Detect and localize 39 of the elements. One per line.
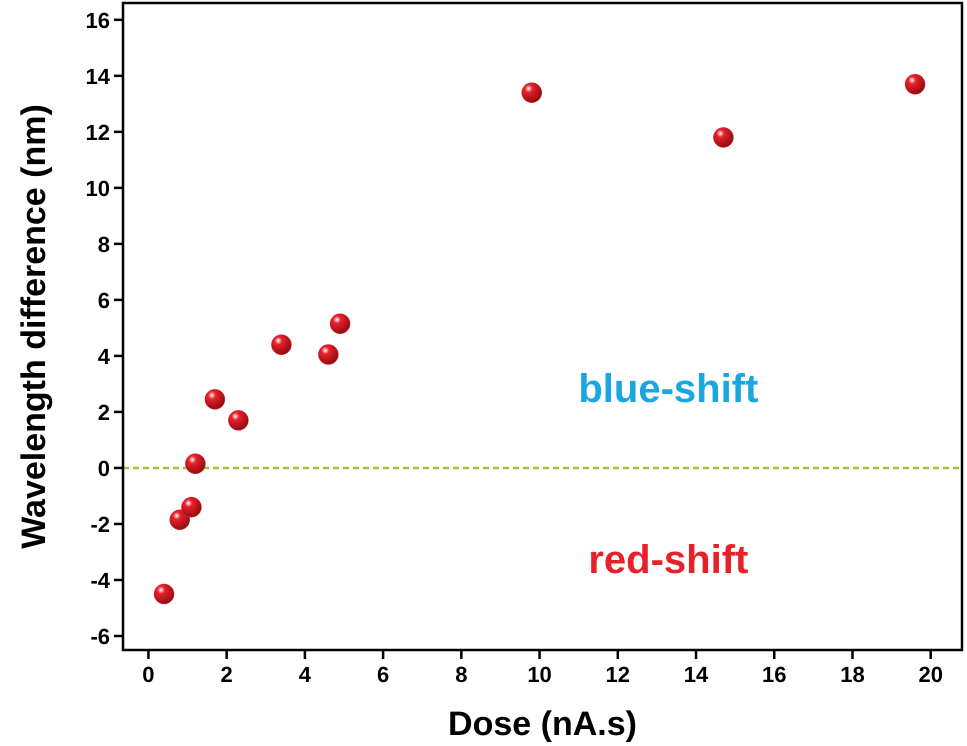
point — [713, 127, 734, 148]
point — [904, 74, 926, 94]
point — [169, 510, 190, 530]
y-tick-label: -4 — [90, 568, 111, 593]
y-tick-label: 12 — [86, 120, 110, 145]
x-tick-label: 18 — [840, 662, 865, 687]
y-axis-title: Wavelength difference (nm) — [15, 104, 53, 549]
y-tick-label: 16 — [86, 8, 110, 33]
point — [204, 389, 226, 410]
x-tick-label: 2 — [220, 662, 233, 687]
point — [185, 453, 206, 474]
y-tick-label: 14 — [86, 64, 111, 89]
point — [318, 344, 339, 365]
y-tick-label: 0 — [98, 456, 110, 481]
x-tick-label: 16 — [762, 662, 786, 687]
x-tick-label: 6 — [376, 662, 390, 687]
y-tick-label: 4 — [98, 344, 111, 369]
y-tick-label: 10 — [86, 176, 110, 201]
x-tick-label: 8 — [455, 662, 468, 687]
point — [521, 82, 542, 103]
point — [154, 584, 174, 604]
annotation: blue-shift — [578, 366, 758, 411]
point — [228, 410, 249, 431]
y-tick-label: 2 — [98, 400, 110, 425]
y-tick-label: -2 — [90, 512, 110, 537]
y-tick-label: -6 — [90, 624, 110, 649]
x-tick-label: 0 — [142, 662, 155, 687]
annotation: red-shift — [588, 538, 748, 582]
point — [330, 313, 350, 334]
x-tick-label: 4 — [298, 662, 312, 687]
x-tick-label: 10 — [527, 662, 552, 687]
point — [271, 334, 292, 355]
x-tick-label: 14 — [684, 662, 710, 687]
y-tick-label: 8 — [98, 232, 110, 257]
x-tick-label: 12 — [606, 662, 630, 687]
point — [181, 496, 202, 518]
x-axis-title: Dose (nA.s) — [448, 705, 637, 743]
x-tick-label: 20 — [918, 662, 943, 687]
y-tick-label: 6 — [98, 288, 110, 313]
